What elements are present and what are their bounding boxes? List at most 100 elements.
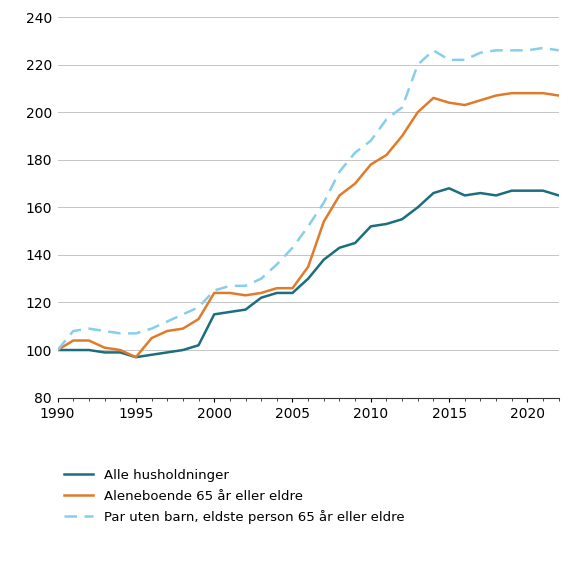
Par uten barn, eldste person 65 år eller eldre [70,328,77,335]
Par uten barn, eldste person 65 år eller eldre [117,330,124,337]
Aleneboende 65 år eller eldre [117,346,124,353]
Aleneboende 65 år eller eldre [540,90,547,97]
Line: Alle husholdninger: Alle husholdninger [58,188,559,357]
Par uten barn, eldste person 65 år eller eldre [399,104,406,111]
Alle husholdninger [367,223,374,229]
Aleneboende 65 år eller eldre [226,290,233,296]
Par uten barn, eldste person 65 år eller eldre [226,282,233,289]
Par uten barn, eldste person 65 år eller eldre [461,56,468,63]
Alle husholdninger [164,349,170,356]
Aleneboende 65 år eller eldre [179,325,186,332]
Aleneboende 65 år eller eldre [320,218,327,225]
Aleneboende 65 år eller eldre [164,328,170,335]
Alle husholdninger [226,308,233,315]
Par uten barn, eldste person 65 år eller eldre [195,304,202,311]
Alle husholdninger [336,244,343,251]
Alle husholdninger [446,185,453,191]
Legend: Alle husholdninger, Aleneboende 65 år eller eldre, Par uten barn, eldste person : Alle husholdninger, Aleneboende 65 år el… [64,469,404,524]
Par uten barn, eldste person 65 år eller eldre [148,325,155,332]
Alle husholdninger [274,290,281,296]
Alle husholdninger [117,349,124,356]
Par uten barn, eldste person 65 år eller eldre [320,199,327,206]
Aleneboende 65 år eller eldre [367,161,374,168]
Par uten barn, eldste person 65 år eller eldre [508,47,515,54]
Alle husholdninger [70,346,77,353]
Aleneboende 65 år eller eldre [132,354,139,361]
Aleneboende 65 år eller eldre [383,152,390,158]
Alle husholdninger [352,240,359,247]
Aleneboende 65 år eller eldre [257,290,264,296]
Par uten barn, eldste person 65 år eller eldre [289,244,296,251]
Par uten barn, eldste person 65 år eller eldre [132,330,139,337]
Par uten barn, eldste person 65 år eller eldre [367,137,374,144]
Par uten barn, eldste person 65 år eller eldre [540,44,547,51]
Aleneboende 65 år eller eldre [70,337,77,344]
Aleneboende 65 år eller eldre [305,264,312,270]
Alle husholdninger [54,346,61,353]
Alle husholdninger [461,192,468,199]
Alle husholdninger [399,216,406,223]
Aleneboende 65 år eller eldre [274,285,281,291]
Alle husholdninger [179,346,186,353]
Aleneboende 65 år eller eldre [446,99,453,106]
Alle husholdninger [414,204,421,211]
Alle husholdninger [477,190,484,197]
Aleneboende 65 år eller eldre [101,344,108,351]
Par uten barn, eldste person 65 år eller eldre [383,116,390,123]
Aleneboende 65 år eller eldre [414,108,421,115]
Par uten barn, eldste person 65 år eller eldre [524,47,531,54]
Par uten barn, eldste person 65 år eller eldre [336,168,343,175]
Par uten barn, eldste person 65 år eller eldre [257,275,264,282]
Aleneboende 65 år eller eldre [289,285,296,291]
Aleneboende 65 år eller eldre [242,292,249,299]
Par uten barn, eldste person 65 år eller eldre [446,56,453,63]
Aleneboende 65 år eller eldre [477,97,484,104]
Alle husholdninger [320,256,327,263]
Alle husholdninger [540,187,547,194]
Aleneboende 65 år eller eldre [430,94,437,101]
Aleneboende 65 år eller eldre [492,92,499,99]
Aleneboende 65 år eller eldre [555,92,562,99]
Aleneboende 65 år eller eldre [399,132,406,139]
Par uten barn, eldste person 65 år eller eldre [305,223,312,229]
Aleneboende 65 år eller eldre [195,316,202,323]
Aleneboende 65 år eller eldre [508,90,515,97]
Par uten barn, eldste person 65 år eller eldre [54,346,61,353]
Par uten barn, eldste person 65 år eller eldre [211,287,218,294]
Par uten barn, eldste person 65 år eller eldre [414,61,421,68]
Aleneboende 65 år eller eldre [211,290,218,296]
Par uten barn, eldste person 65 år eller eldre [85,325,92,332]
Alle husholdninger [242,306,249,313]
Alle husholdninger [211,311,218,318]
Alle husholdninger [148,352,155,358]
Par uten barn, eldste person 65 år eller eldre [477,49,484,56]
Par uten barn, eldste person 65 år eller eldre [492,47,499,54]
Par uten barn, eldste person 65 år eller eldre [242,282,249,289]
Par uten barn, eldste person 65 år eller eldre [179,311,186,318]
Alle husholdninger [132,354,139,361]
Aleneboende 65 år eller eldre [461,102,468,108]
Alle husholdninger [508,187,515,194]
Line: Aleneboende 65 år eller eldre: Aleneboende 65 år eller eldre [58,93,559,357]
Alle husholdninger [524,187,531,194]
Par uten barn, eldste person 65 år eller eldre [101,328,108,335]
Par uten barn, eldste person 65 år eller eldre [352,149,359,156]
Aleneboende 65 år eller eldre [85,337,92,344]
Par uten barn, eldste person 65 år eller eldre [164,318,170,325]
Alle husholdninger [555,192,562,199]
Alle husholdninger [492,192,499,199]
Par uten barn, eldste person 65 år eller eldre [274,261,281,268]
Alle husholdninger [305,275,312,282]
Alle husholdninger [289,290,296,296]
Aleneboende 65 år eller eldre [524,90,531,97]
Alle husholdninger [85,346,92,353]
Par uten barn, eldste person 65 år eller eldre [430,47,437,54]
Par uten barn, eldste person 65 år eller eldre [555,47,562,54]
Alle husholdninger [383,220,390,227]
Alle husholdninger [195,342,202,349]
Alle husholdninger [257,294,264,301]
Aleneboende 65 år eller eldre [352,180,359,187]
Line: Par uten barn, eldste person 65 år eller eldre: Par uten barn, eldste person 65 år eller… [58,48,559,350]
Aleneboende 65 år eller eldre [148,335,155,341]
Aleneboende 65 år eller eldre [54,346,61,353]
